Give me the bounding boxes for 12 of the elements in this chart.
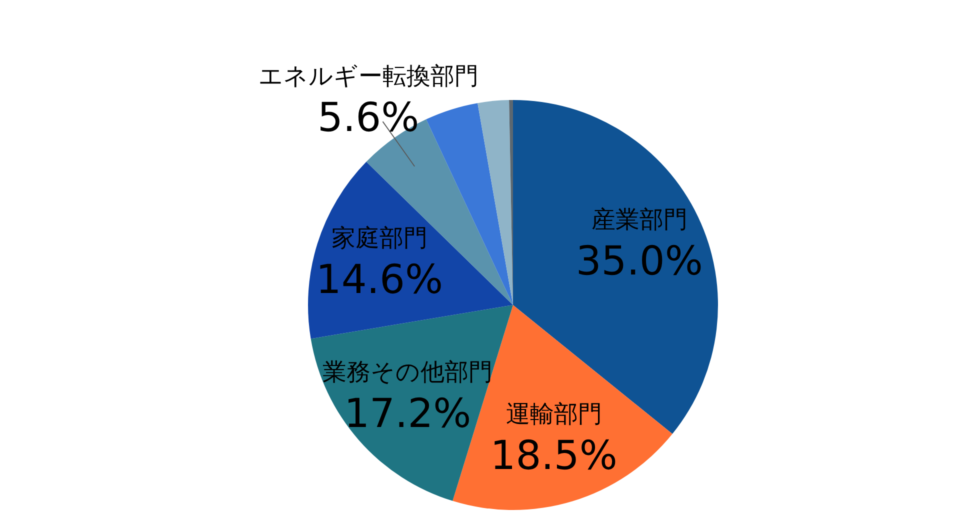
data-label: 18.5% xyxy=(490,432,618,479)
data-label: 17.2% xyxy=(344,391,472,438)
pie-slice xyxy=(308,162,513,339)
slice-label: 運輸部門 xyxy=(506,400,602,428)
slice-label: 産業部門 xyxy=(591,206,688,234)
slice-label: エネルギー転換部門 xyxy=(258,62,478,90)
data-label: 35.0% xyxy=(576,238,703,285)
slice-label: 業務その他部門 xyxy=(322,358,493,386)
data-label: 14.6% xyxy=(316,257,443,304)
slice-label: 家庭部門 xyxy=(331,224,428,252)
data-label: 5.6% xyxy=(317,95,420,142)
pie-slice xyxy=(478,100,513,305)
